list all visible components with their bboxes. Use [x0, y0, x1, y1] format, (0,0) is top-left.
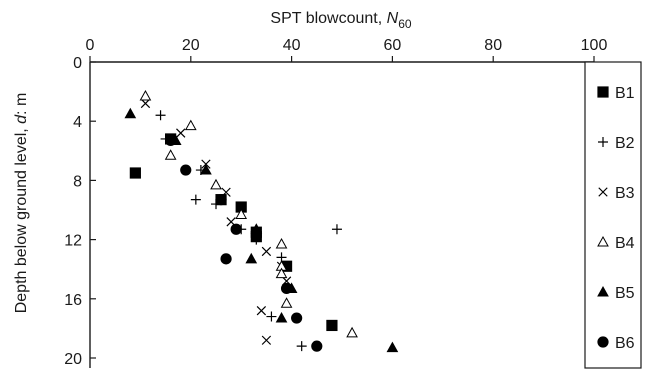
- data-point-b2: [296, 341, 307, 352]
- legend-marker-b4: [597, 235, 609, 247]
- y-ticks: 0 4 8 12 16 20: [64, 55, 96, 368]
- series-b3: [140, 98, 292, 345]
- x-tick-label: 40: [283, 37, 301, 54]
- series-b2: [155, 110, 342, 352]
- data-point-b4: [164, 149, 177, 160]
- x-axis-title: SPT blowcount, N60: [270, 10, 411, 31]
- y-axis-title-unit: : m: [13, 93, 30, 115]
- x-axis-title-var: N: [387, 10, 399, 27]
- plot-points: [124, 90, 600, 353]
- data-point-b2: [251, 234, 262, 245]
- data-point-b3: [256, 305, 267, 316]
- x-ticks: 0 20 40 60 80 100: [86, 37, 608, 62]
- data-point-b3: [261, 335, 272, 345]
- data-point-b5: [386, 341, 399, 353]
- y-tick-label: 8: [73, 173, 82, 190]
- y-tick-label: 16: [64, 292, 82, 309]
- data-point-b6: [220, 253, 232, 265]
- data-point-b4: [139, 90, 152, 101]
- legend-label-b1: B1: [615, 85, 635, 102]
- data-point-b2: [266, 311, 277, 322]
- legend-label-b3: B3: [615, 185, 635, 202]
- data-point-b6: [180, 164, 192, 176]
- data-point-b6: [280, 282, 293, 295]
- x-axis-title-text: SPT blowcount,: [270, 10, 386, 27]
- y-axis-title: Depth below ground level, d: m: [13, 93, 30, 314]
- data-point-b6: [311, 340, 323, 352]
- series-b5: [124, 107, 600, 353]
- data-point-b5: [245, 252, 258, 264]
- y-axis-title-var: d: [13, 114, 30, 124]
- legend-marker-b5: [597, 285, 609, 297]
- y-tick-label: 4: [73, 114, 82, 131]
- data-point-b6: [165, 134, 177, 147]
- legend-label-b4: B4: [615, 235, 635, 252]
- data-point-b2: [331, 224, 342, 235]
- x-axis-title-sub: 60: [398, 17, 412, 31]
- y-axis-title-text: Depth below ground level,: [13, 124, 30, 313]
- data-point-b6: [291, 312, 303, 324]
- y-tick-label: 0: [73, 55, 82, 72]
- legend-label-b2: B2: [615, 135, 635, 152]
- data-point-b3: [176, 128, 186, 138]
- data-point-b4: [280, 297, 293, 308]
- legend-marker-b1: [597, 86, 609, 98]
- data-point-b4: [210, 178, 222, 190]
- data-point-b3: [261, 246, 272, 257]
- x-tick-label: 60: [384, 37, 402, 54]
- x-tick-label: 0: [86, 37, 95, 54]
- data-point-b4: [275, 238, 288, 249]
- data-point-b2: [190, 194, 201, 205]
- data-point-b5: [250, 223, 263, 234]
- data-point-b5: [275, 312, 288, 323]
- data-point-b6: [230, 223, 242, 235]
- legend-box: [584, 61, 642, 369]
- legend: B1 B2 B3 B4 B5 B6: [597, 85, 635, 352]
- data-point-b6: [215, 194, 227, 206]
- data-point-b1: [326, 319, 338, 332]
- legend-label-b5: B5: [615, 285, 635, 302]
- legend-marker-b2: [598, 137, 608, 147]
- data-point-b5: [200, 164, 212, 175]
- data-point-b4: [275, 267, 288, 279]
- data-point-b5: [124, 107, 137, 119]
- data-point-b2: [155, 110, 166, 121]
- x-tick-label: 80: [484, 37, 502, 54]
- legend-marker-b3: [598, 187, 608, 197]
- legend-label-b6: B6: [615, 335, 635, 352]
- series-b4: [139, 90, 358, 338]
- data-point-b1: [129, 167, 141, 179]
- data-point-b3: [140, 98, 151, 109]
- data-point-b4: [184, 119, 197, 131]
- y-tick-label: 12: [64, 233, 82, 250]
- data-point-b4: [235, 208, 248, 219]
- y-tick-label: 20: [64, 351, 82, 368]
- legend-marker-b6: [597, 336, 609, 348]
- series-b6: [165, 134, 323, 352]
- data-point-b4: [346, 326, 358, 338]
- x-tick-label: 20: [182, 37, 200, 54]
- x-tick-label: 100: [581, 37, 608, 54]
